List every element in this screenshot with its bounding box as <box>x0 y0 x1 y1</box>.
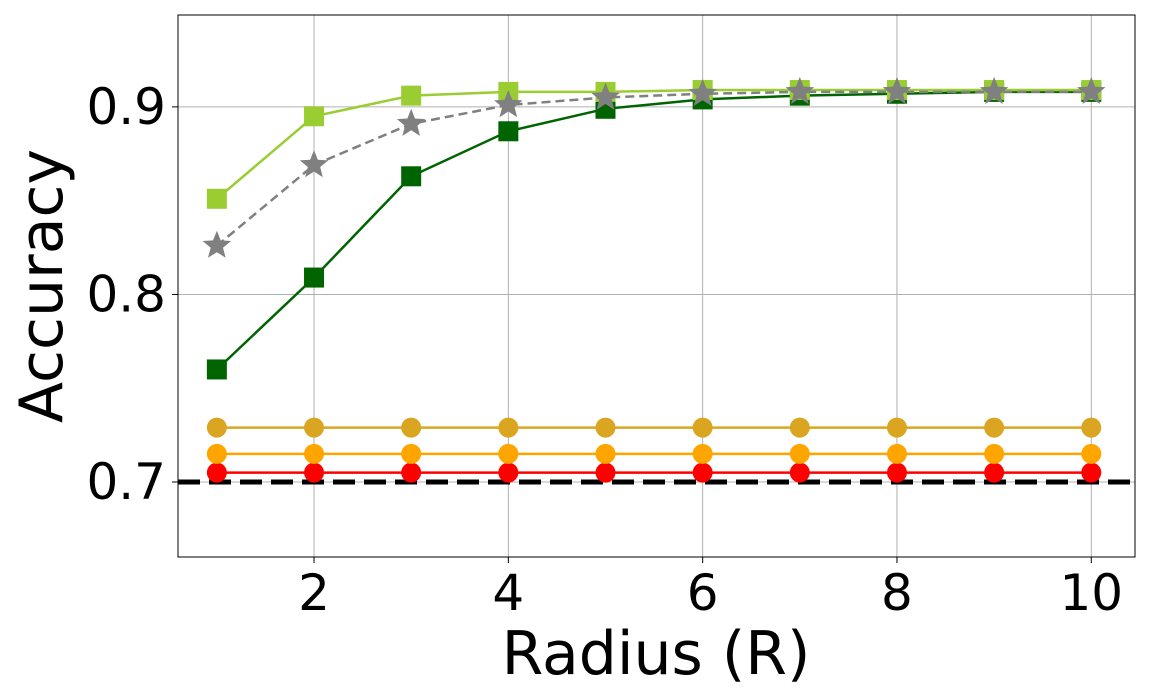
series-group <box>202 76 1106 483</box>
star-marker <box>785 76 815 104</box>
circle-marker <box>984 417 1005 438</box>
circle-marker <box>206 462 227 483</box>
circle-marker <box>886 462 907 483</box>
y-tick-label: 0.7 <box>86 453 166 511</box>
y-tick-label: 0.9 <box>86 78 166 136</box>
square-marker <box>206 188 227 209</box>
star-marker <box>979 76 1009 104</box>
circle-marker <box>206 417 227 438</box>
square-marker <box>498 121 519 142</box>
square-marker <box>401 85 422 106</box>
square-marker <box>304 106 325 127</box>
y-axis-title: Accuracy <box>7 149 77 423</box>
circle-marker <box>595 462 616 483</box>
x-tick-label: 6 <box>687 564 719 622</box>
circle-marker <box>886 417 907 438</box>
x-tick-label: 4 <box>492 564 524 622</box>
circle-marker <box>498 417 519 438</box>
circle-marker <box>1081 443 1102 464</box>
series-5 <box>206 443 1102 464</box>
square-marker <box>401 166 422 187</box>
x-tick-label: 2 <box>298 564 330 622</box>
series-2 <box>202 76 1106 258</box>
ticks: 2 4 6 8 10 0.7 0.8 0.9 <box>86 78 1123 622</box>
star-marker <box>591 82 620 110</box>
x-axis-title: Radius (R) <box>502 619 811 689</box>
plot-frame <box>177 14 1136 558</box>
circle-marker <box>789 417 810 438</box>
series-6 <box>206 462 1102 483</box>
circle-marker <box>304 462 325 483</box>
x-tick-label: 10 <box>1059 564 1123 622</box>
circle-marker <box>401 462 422 483</box>
y-tick-label: 0.8 <box>86 265 166 323</box>
circle-marker <box>789 443 810 464</box>
circle-marker <box>304 443 325 464</box>
series-line <box>216 90 1092 247</box>
star-marker <box>396 108 426 136</box>
circle-marker <box>206 443 227 464</box>
circle-marker <box>1081 417 1102 438</box>
circle-marker <box>498 443 519 464</box>
circle-marker <box>401 417 422 438</box>
circle-marker <box>984 462 1005 483</box>
circle-marker <box>692 417 713 438</box>
circle-marker <box>401 443 422 464</box>
circle-marker <box>692 462 713 483</box>
series-4 <box>206 417 1102 438</box>
square-marker <box>304 267 325 288</box>
series-line <box>216 90 1092 371</box>
circle-marker <box>984 443 1005 464</box>
star-marker <box>494 90 523 118</box>
star-marker <box>688 78 717 106</box>
series-1 <box>206 80 1102 209</box>
star-marker <box>882 76 912 104</box>
circle-marker <box>595 443 616 464</box>
circle-marker <box>1081 462 1102 483</box>
square-marker <box>206 359 227 380</box>
circle-marker <box>692 443 713 464</box>
star-marker <box>1077 76 1106 104</box>
star-marker <box>202 230 232 258</box>
circle-marker <box>595 417 616 438</box>
series-3 <box>206 81 1102 380</box>
series-line <box>216 88 1092 200</box>
circle-marker <box>304 417 325 438</box>
star-marker <box>299 150 329 178</box>
circle-marker <box>498 462 519 483</box>
x-tick-label: 8 <box>881 564 913 622</box>
circle-marker <box>886 443 907 464</box>
circle-marker <box>789 462 810 483</box>
